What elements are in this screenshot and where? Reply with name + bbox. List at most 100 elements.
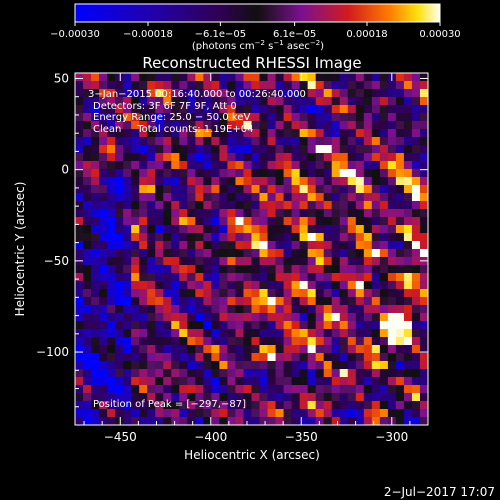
heatmap-cell — [403, 409, 413, 418]
heatmap-cell — [275, 297, 284, 306]
heatmap-cell — [99, 209, 108, 218]
heatmap-cell — [267, 105, 276, 114]
heatmap-cell — [195, 401, 204, 410]
heatmap-cell — [363, 145, 373, 154]
heatmap-cell — [211, 129, 220, 138]
heatmap-cell — [267, 209, 276, 218]
heatmap-cell — [243, 401, 252, 410]
heatmap-cell — [411, 145, 421, 154]
heatmap-cell — [355, 321, 365, 330]
heatmap-cell — [227, 377, 236, 386]
heatmap-cell — [403, 169, 413, 178]
heatmap-cell — [347, 113, 357, 122]
heatmap-cell — [227, 273, 236, 282]
heatmap-cell — [355, 273, 365, 282]
heatmap-cell — [395, 225, 405, 234]
heatmap-cell — [395, 89, 405, 98]
heatmap-cell — [379, 73, 389, 82]
heatmap-cell — [411, 369, 421, 378]
heatmap-cell — [243, 193, 252, 202]
heatmap-cell — [155, 121, 164, 130]
heatmap-cell — [171, 305, 180, 314]
heatmap-cell — [195, 145, 204, 154]
heatmap-cell — [371, 393, 381, 402]
heatmap-cell — [163, 305, 172, 314]
heatmap-cell — [355, 361, 365, 370]
heatmap-cell — [187, 73, 196, 82]
heatmap-cell — [123, 233, 132, 242]
heatmap-cell — [283, 201, 293, 210]
heatmap-cell — [267, 129, 276, 138]
heatmap-cell — [131, 321, 140, 330]
heatmap-cell — [323, 177, 333, 186]
heatmap-cell — [347, 329, 357, 338]
heatmap-cell — [91, 289, 100, 298]
heatmap-cell — [299, 209, 309, 218]
heatmap-cell — [291, 361, 301, 370]
heatmap-cell — [355, 89, 365, 98]
heatmap-cell — [379, 81, 389, 90]
heatmap-cell — [395, 417, 405, 425]
heatmap-cell — [75, 313, 84, 322]
heatmap-cell — [211, 217, 220, 226]
heatmap-cell — [275, 73, 284, 82]
heatmap-cell — [363, 353, 373, 362]
heatmap-cell — [379, 417, 389, 425]
heatmap-cell — [323, 121, 333, 130]
heatmap-cell — [219, 81, 228, 90]
heatmap-cell — [219, 129, 228, 138]
heatmap-cell — [419, 321, 428, 330]
heatmap-cell — [283, 89, 293, 98]
heatmap-cell — [219, 417, 228, 425]
heatmap-cell — [275, 209, 284, 218]
heatmap-cell — [251, 209, 260, 218]
heatmap-cell — [203, 345, 212, 354]
heatmap-cell — [211, 177, 220, 186]
heatmap-cell — [411, 73, 421, 82]
heatmap-cell — [299, 153, 309, 162]
heatmap-cell — [379, 185, 389, 194]
heatmap-cell — [331, 297, 341, 306]
heatmap-cell — [275, 369, 284, 378]
heatmap-cell — [363, 129, 373, 138]
heatmap-cell — [395, 385, 405, 394]
heatmap-cell — [355, 257, 365, 266]
heatmap-cell — [115, 185, 124, 194]
heatmap-cell — [411, 265, 421, 274]
heatmap-cell — [347, 249, 357, 258]
heatmap-cell — [331, 225, 341, 234]
heatmap-cell — [363, 289, 373, 298]
heatmap-cell — [395, 105, 405, 114]
heatmap-cell — [331, 161, 341, 170]
heatmap-cell — [339, 185, 349, 194]
heatmap-cell — [75, 329, 84, 338]
heatmap-cell — [171, 105, 180, 114]
heatmap-cell — [299, 137, 309, 146]
heatmap-cell — [195, 113, 204, 122]
heatmap-cell — [107, 353, 116, 362]
heatmap-cell — [331, 401, 341, 410]
heatmap-cell — [75, 409, 84, 418]
heatmap-cell — [147, 241, 156, 250]
heatmap-cell — [219, 153, 228, 162]
heatmap-cell — [355, 233, 365, 242]
heatmap-cell — [259, 401, 268, 410]
heatmap-cell — [107, 257, 116, 266]
heatmap-cell — [275, 289, 284, 298]
heatmap-cell — [75, 297, 84, 306]
heatmap-cell — [91, 113, 100, 122]
heatmap-cell — [419, 81, 428, 90]
heatmap-cell — [411, 209, 421, 218]
heatmap-cell — [291, 217, 301, 226]
heatmap-cell — [419, 401, 428, 410]
heatmap-cell — [219, 185, 228, 194]
heatmap-cell — [371, 81, 381, 90]
heatmap-cell — [259, 265, 268, 274]
heatmap-cell — [115, 193, 124, 202]
heatmap-cell — [419, 137, 428, 146]
heatmap-cell — [259, 169, 268, 178]
heatmap-cell — [283, 145, 293, 154]
heatmap-cell — [299, 121, 309, 130]
heatmap-cell — [251, 321, 260, 330]
heatmap-cell — [323, 353, 333, 362]
